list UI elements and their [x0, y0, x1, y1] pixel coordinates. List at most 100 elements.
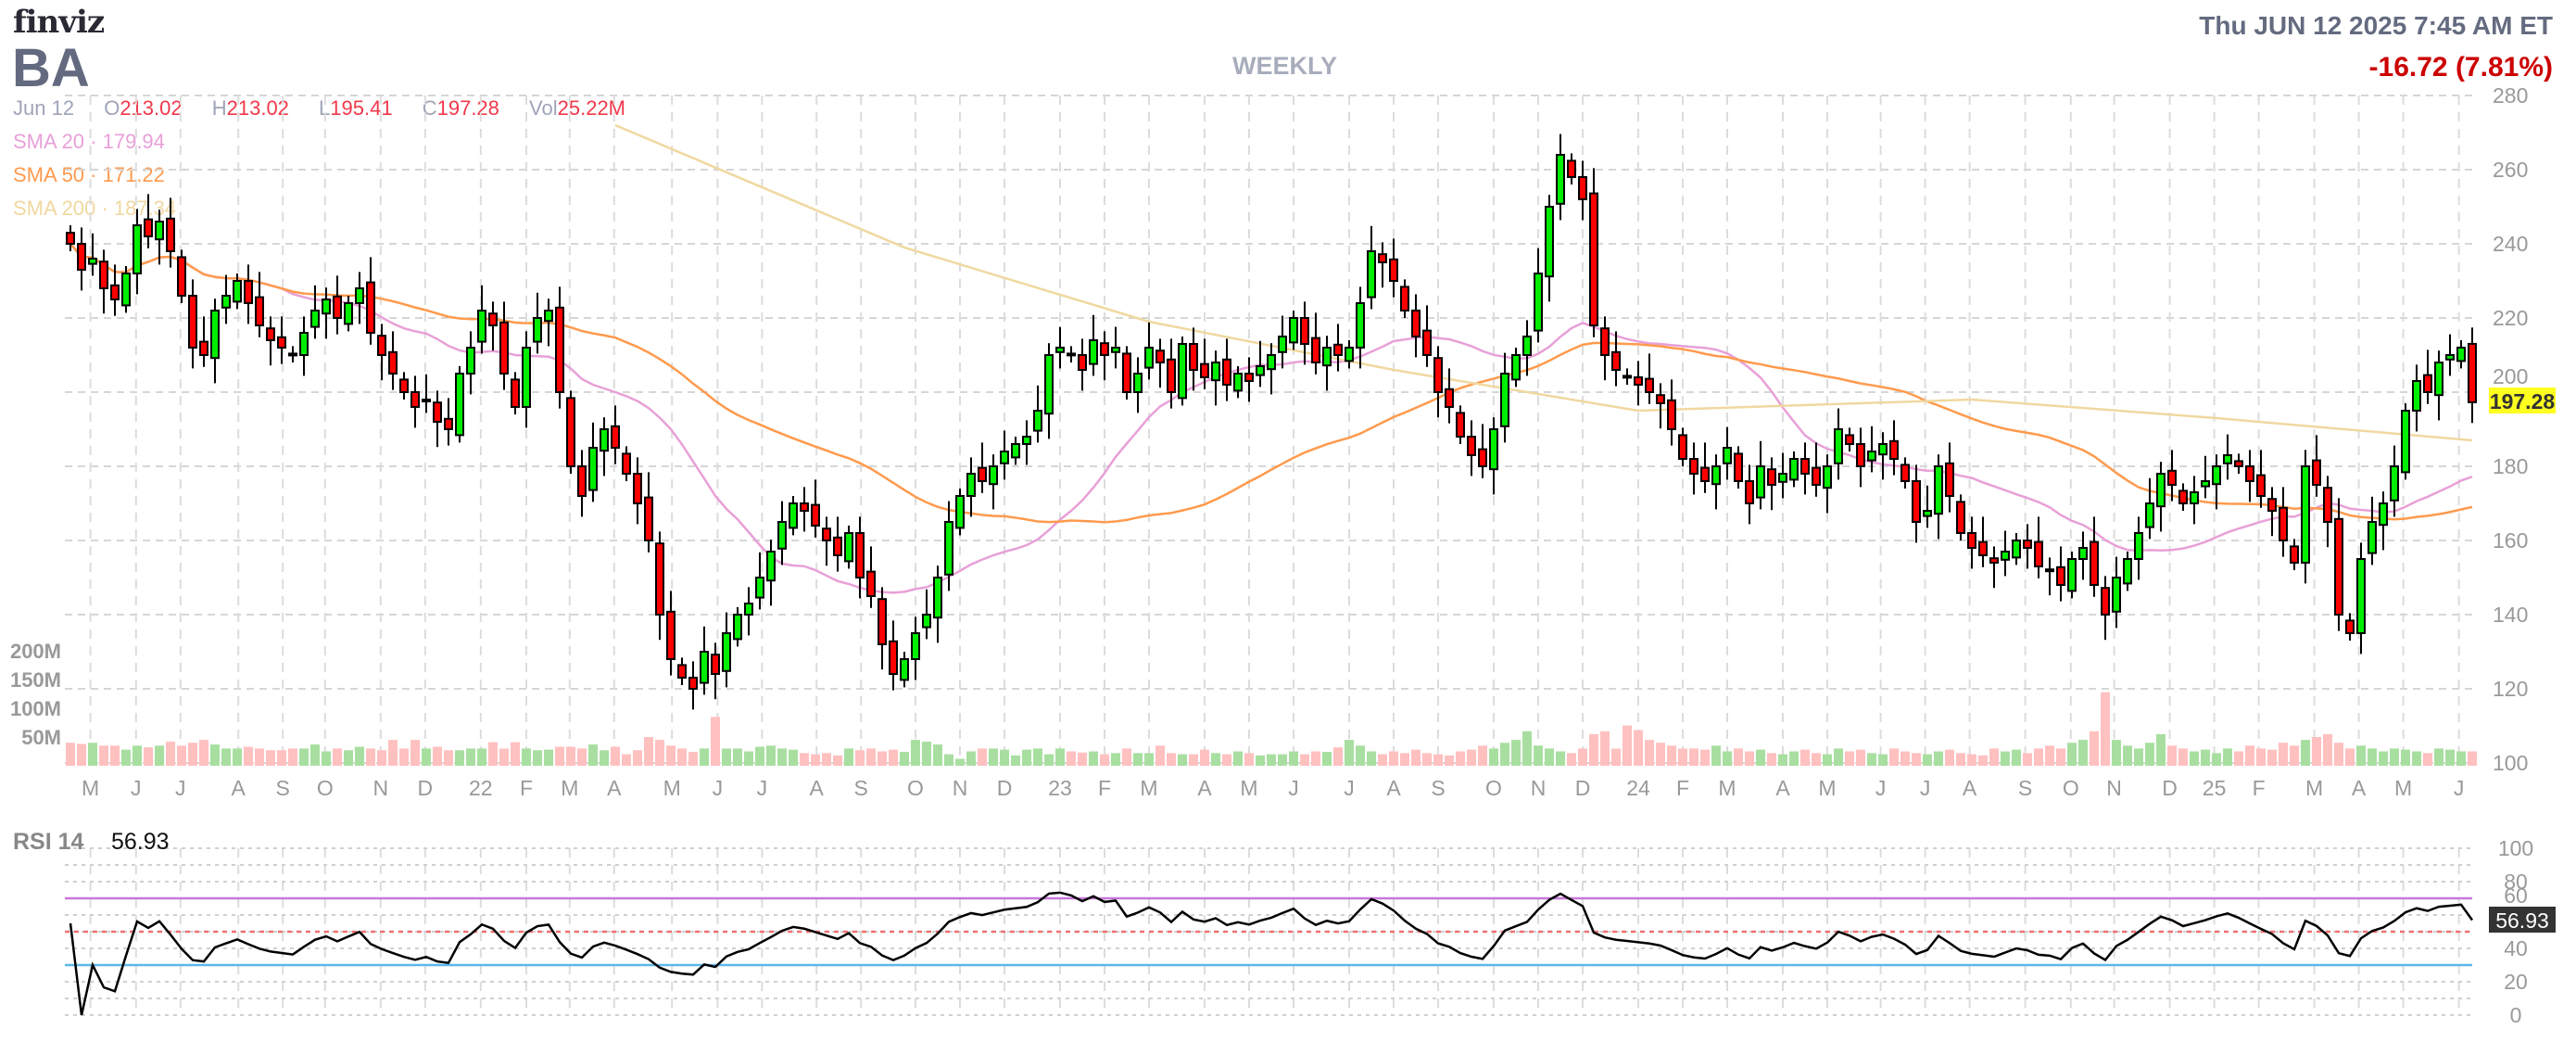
month-tick-label: M — [663, 776, 681, 800]
volume-bar — [2445, 749, 2455, 766]
candle-body — [966, 473, 976, 497]
volume-bar — [2312, 737, 2321, 766]
candle-body — [1589, 192, 1598, 326]
candle-body — [855, 532, 865, 578]
month-tick-label: M — [1818, 776, 1836, 800]
candle-body — [2190, 491, 2199, 504]
volume-bar — [1689, 748, 1698, 766]
candle-body — [1222, 358, 1231, 386]
candle-body — [2023, 540, 2032, 549]
volume-bar — [233, 748, 242, 766]
volume-bar — [1734, 748, 1743, 766]
volume-tick-label: 150M — [10, 668, 61, 692]
volume-bar — [911, 740, 920, 766]
candle-body — [1189, 343, 1198, 371]
volume-bar — [889, 749, 898, 766]
candle-body — [1356, 302, 1365, 349]
volume-bar — [1900, 751, 1910, 766]
volume-bar — [455, 750, 464, 766]
volume-bar — [1022, 749, 1031, 766]
finviz-logo[interactable]: finviz — [13, 4, 105, 41]
volume-bar — [2212, 753, 2221, 766]
volume-bar — [866, 748, 876, 766]
month-tick-label: S — [2018, 776, 2032, 800]
candle-body — [488, 312, 498, 327]
ohlc-legend: Jun 12 O213.02 H213.02 L195.41 C197.28 V… — [13, 96, 650, 121]
volume-bar — [1800, 749, 1810, 766]
month-tick-label: N — [2106, 776, 2122, 800]
volume-bar — [1222, 754, 1231, 766]
volume-bar — [855, 750, 865, 766]
rsi-tick-label: 20 — [2504, 970, 2528, 994]
candle-body — [2123, 558, 2132, 585]
volume-bar — [88, 743, 97, 766]
timeframe-title: WEEKLY — [1232, 52, 1338, 80]
volume-bar — [1956, 753, 1965, 766]
last-price-badge: 197.28 — [2489, 388, 2556, 413]
volume-bar — [2323, 733, 2332, 766]
candle-body — [288, 352, 297, 357]
volume-bar — [288, 748, 297, 766]
candle-body — [1300, 317, 1309, 345]
candle-body — [1522, 336, 1532, 356]
candle-body — [1378, 253, 1387, 264]
volume-bar — [533, 750, 542, 766]
volume-bar — [1078, 752, 1087, 766]
candle-body — [922, 614, 931, 629]
month-tick-label: J — [1875, 776, 1887, 800]
candle-body — [2345, 619, 2355, 635]
bar-date: Jun 12 — [13, 96, 75, 120]
candle-body — [1411, 310, 1421, 337]
volume-bar — [1167, 753, 1176, 766]
candle-body — [1934, 465, 1943, 515]
candle-body — [2056, 565, 2065, 586]
month-tick-label: F — [520, 776, 533, 800]
candle-body — [600, 428, 609, 452]
volume-bar — [1233, 751, 1243, 766]
volume-bar — [700, 748, 709, 766]
low-label: L — [319, 96, 331, 120]
volume-bar — [1367, 751, 1376, 766]
candle-body — [933, 577, 942, 619]
volume-bar — [1756, 749, 1765, 766]
candle-body — [2167, 469, 2177, 486]
volume-bar — [1656, 743, 1665, 766]
candle-body — [744, 603, 753, 616]
month-tick-label: D — [417, 776, 433, 800]
volume-bar — [922, 741, 931, 766]
volume-bar — [1667, 745, 1676, 766]
candle-body — [1667, 399, 1676, 430]
candle-body — [811, 503, 820, 527]
month-tick-label: J — [175, 776, 186, 800]
volume-bar — [2345, 748, 2355, 766]
rsi-badge-bg — [2489, 907, 2556, 933]
candle-body — [1000, 451, 1009, 464]
candle-body — [1233, 373, 1243, 392]
sma50-value: 171.22 — [102, 163, 165, 186]
candle-body — [355, 287, 364, 304]
volume-bar — [377, 750, 386, 766]
volume-bar — [66, 743, 75, 766]
open-value: 213.02 — [120, 96, 183, 120]
volume-bar — [1845, 751, 1854, 766]
volume-bar — [1456, 751, 1465, 766]
volume-bar — [499, 748, 509, 766]
candle-body — [1567, 159, 1576, 178]
close-value: 197.28 — [436, 96, 499, 120]
volume-bar — [1545, 748, 1554, 766]
volume-bar — [1289, 751, 1298, 766]
volume-bar — [1912, 753, 1921, 766]
candle-body — [1689, 458, 1698, 475]
month-tick-label: F — [2253, 776, 2266, 800]
candle-body — [1800, 458, 1810, 475]
candle-body — [1912, 480, 1921, 523]
price-tick-label: 140 — [2493, 603, 2528, 627]
candle-body — [1167, 358, 1176, 393]
candle-body — [2401, 410, 2410, 474]
volume-bar — [2156, 733, 2166, 766]
volume-bar — [1400, 753, 1409, 766]
candle-body — [1111, 347, 1120, 353]
volume-bar — [1267, 754, 1276, 766]
candle-body — [2356, 558, 2366, 634]
